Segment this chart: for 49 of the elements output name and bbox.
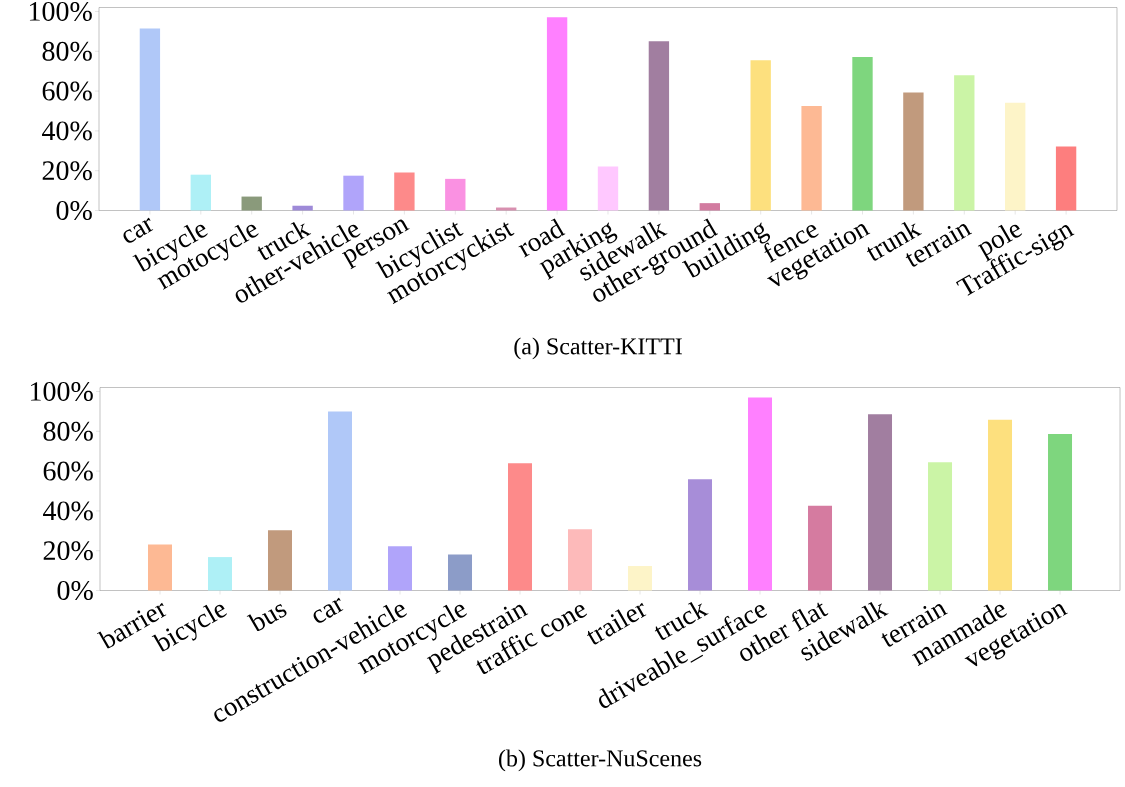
bar bbox=[268, 530, 293, 591]
bar bbox=[868, 414, 893, 591]
bar bbox=[388, 546, 413, 591]
bar bbox=[954, 75, 975, 211]
y-tick-label: 40% bbox=[42, 121, 92, 141]
bar bbox=[699, 203, 720, 211]
bar bbox=[328, 411, 353, 591]
text: (b) Scatter-NuScenes bbox=[499, 749, 702, 772]
y-tick-label: 0% bbox=[56, 201, 92, 221]
bar bbox=[928, 462, 953, 591]
bar bbox=[394, 172, 415, 211]
y-tick-label: 20% bbox=[42, 161, 92, 181]
y-tick-label: 100% bbox=[30, 382, 93, 402]
y-tick-label: 40% bbox=[43, 501, 93, 521]
bar bbox=[546, 17, 568, 211]
bar bbox=[648, 41, 670, 211]
bar bbox=[801, 106, 822, 211]
bar bbox=[748, 397, 773, 591]
bar bbox=[903, 92, 924, 211]
bar bbox=[445, 179, 466, 211]
bar bbox=[750, 60, 771, 211]
bar bbox=[139, 28, 161, 211]
bar bbox=[190, 174, 211, 211]
bar bbox=[568, 529, 593, 591]
y-tick-label: 80% bbox=[43, 422, 93, 442]
bar bbox=[688, 479, 713, 591]
y-tick-label: 100% bbox=[29, 2, 92, 22]
bar bbox=[496, 207, 517, 211]
text: (a) Scatter-KITTI bbox=[514, 337, 682, 360]
bar bbox=[988, 419, 1013, 591]
y-tick-label: 20% bbox=[43, 541, 93, 561]
y-tick-label: 60% bbox=[43, 461, 93, 481]
bar bbox=[1055, 146, 1077, 211]
bar bbox=[628, 566, 653, 591]
y-tick-label: 60% bbox=[42, 81, 92, 101]
bar bbox=[597, 166, 619, 211]
bar bbox=[508, 463, 533, 591]
bar bbox=[343, 175, 364, 211]
y-tick-label: 80% bbox=[42, 42, 92, 62]
bar bbox=[852, 57, 873, 211]
bar bbox=[808, 505, 833, 591]
bar bbox=[1005, 102, 1026, 211]
bar bbox=[241, 196, 262, 211]
y-tick-label: 0% bbox=[57, 581, 93, 601]
bar bbox=[448, 554, 473, 591]
bar bbox=[148, 544, 172, 591]
bar bbox=[292, 205, 313, 211]
bar bbox=[1048, 434, 1073, 591]
bar bbox=[208, 557, 233, 591]
